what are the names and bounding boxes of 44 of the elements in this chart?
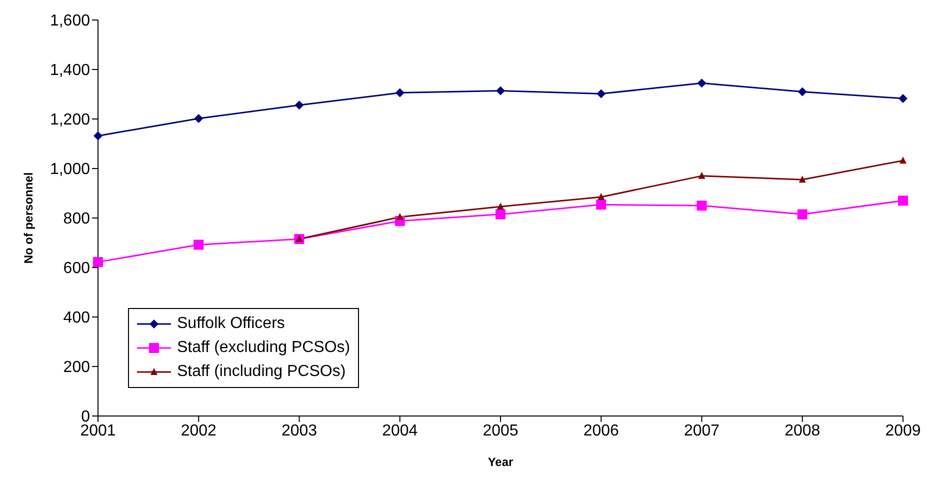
point (596, 200, 606, 210)
x-tick-label: 2008 (784, 422, 820, 440)
x-tick-label: 2007 (684, 422, 720, 440)
point (697, 78, 706, 88)
y-tick-label: 1,400 (50, 62, 90, 80)
y-tick-label: 400 (63, 310, 90, 327)
y-tick-label: 800 (63, 210, 90, 228)
point (396, 213, 404, 220)
x-tick-label: 2009 (885, 422, 921, 440)
point (194, 240, 204, 250)
y-tick-label: 1,200 (50, 112, 90, 129)
point (898, 196, 908, 206)
legend-label: Staff (excluding PCSOs) (177, 339, 350, 356)
point (93, 257, 103, 268)
point (797, 209, 808, 220)
y-tick-label: 1,000 (50, 161, 90, 178)
x-tick-label: 2006 (583, 422, 620, 440)
point (194, 114, 204, 124)
y-axis-title: No of personnel (21, 172, 36, 264)
point (798, 87, 807, 96)
point (898, 94, 908, 103)
legend-label: Suffolk Officers (177, 315, 285, 332)
point (496, 209, 506, 220)
point (696, 200, 707, 211)
point (497, 202, 504, 210)
x-axis-title: Year (488, 455, 514, 469)
point (94, 131, 102, 140)
x-tick-label: 2005 (482, 422, 518, 440)
point (798, 176, 806, 183)
point (294, 100, 304, 110)
legend-label: Staff (including PCSOs) (177, 363, 346, 380)
x-tick-label: 2001 (80, 422, 116, 440)
point (395, 88, 404, 98)
y-tick-label: 600 (63, 260, 90, 278)
point (496, 86, 505, 96)
point (698, 172, 706, 179)
y-tick-label: 200 (63, 359, 90, 376)
point (900, 156, 906, 164)
point (598, 192, 605, 200)
x-tick-label: 2003 (281, 422, 318, 440)
x-tick-label: 2004 (382, 422, 418, 440)
y-tick-label: 1,600 (50, 12, 90, 30)
point (596, 89, 606, 98)
x-tick-label: 2002 (180, 422, 217, 440)
